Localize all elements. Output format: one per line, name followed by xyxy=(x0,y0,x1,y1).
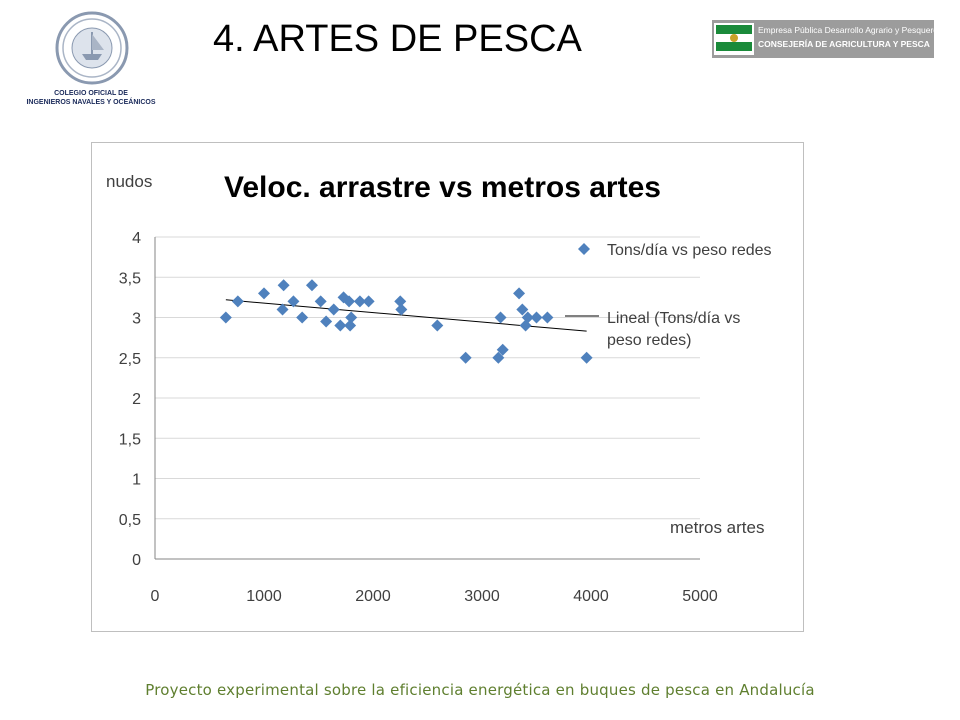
data-point xyxy=(343,295,356,308)
colegio-logo: COLEGIO OFICIAL DE INGENIEROS NAVALES Y … xyxy=(16,8,166,108)
logo-text-line1: COLEGIO OFICIAL DE xyxy=(54,90,128,97)
data-point xyxy=(459,351,472,364)
y-tick-label: 0 xyxy=(132,552,141,569)
data-points xyxy=(219,279,593,364)
data-point xyxy=(344,319,357,332)
x-tick-label: 1000 xyxy=(246,588,282,605)
y-tick-label: 2 xyxy=(132,391,141,408)
x-tick-labels: 0 1000 2000 3000 4000 5000 xyxy=(151,588,718,605)
scatter-chart: Veloc. arrastre vs metros artes nudos me… xyxy=(106,171,772,605)
data-point xyxy=(305,279,318,292)
data-point xyxy=(345,311,358,324)
seal-icon xyxy=(55,11,129,85)
data-point xyxy=(394,295,407,308)
data-point xyxy=(314,295,327,308)
data-point xyxy=(353,295,366,308)
y-tick-label: 1 xyxy=(132,472,141,489)
y-tick-label: 1,5 xyxy=(119,431,141,448)
logo-line2: CONSEJERÍA DE AGRICULTURA Y PESCA xyxy=(758,39,930,49)
data-point xyxy=(395,303,408,316)
data-point xyxy=(219,311,232,324)
data-point xyxy=(231,295,244,308)
legend-series-label: Tons/día vs peso redes xyxy=(607,242,772,259)
data-point xyxy=(580,351,593,364)
x-axis-label: metros artes xyxy=(670,518,764,537)
data-point xyxy=(516,303,529,316)
junta-flag-icon xyxy=(714,23,754,55)
legend-marker-diamond-icon xyxy=(578,243,590,255)
grid-lines xyxy=(154,236,700,560)
data-point xyxy=(530,311,543,324)
data-point xyxy=(258,287,270,300)
data-point xyxy=(334,319,347,332)
y-tick-label: 0,5 xyxy=(119,512,141,529)
data-point xyxy=(362,295,375,308)
data-point xyxy=(276,303,289,316)
logo-line1: Empresa Pública Desarrollo Agrario y Pes… xyxy=(758,25,939,35)
y-tick-label: 3 xyxy=(132,311,141,328)
data-point xyxy=(496,343,509,356)
chart-title: Veloc. arrastre vs metros artes xyxy=(224,171,661,204)
y-tick-label: 3,5 xyxy=(119,270,141,287)
data-point xyxy=(277,279,290,292)
data-point xyxy=(327,303,340,316)
y-tick-labels: 0 0,5 1 1,5 2 2,5 3 3,5 4 xyxy=(119,230,141,569)
x-tick-label: 2000 xyxy=(355,588,391,605)
footer-caption: Proyecto experimental sobre la eficienci… xyxy=(145,681,815,699)
data-point xyxy=(541,311,554,324)
data-point xyxy=(296,311,309,324)
x-tick-label: 0 xyxy=(151,588,160,605)
x-tick-label: 4000 xyxy=(573,588,609,605)
data-point xyxy=(287,295,300,308)
data-point xyxy=(494,311,507,324)
chart-frame: Veloc. arrastre vs metros artes nudos me… xyxy=(91,142,804,632)
data-point xyxy=(492,351,505,364)
x-tick-label: 5000 xyxy=(682,588,718,605)
legend: Tons/día vs peso redes Lineal (Tons/día … xyxy=(565,242,772,349)
slide-title: 4. ARTES DE PESCA xyxy=(213,18,582,60)
y-tick-label: 4 xyxy=(132,230,141,247)
data-point xyxy=(513,287,526,300)
x-tick-label: 3000 xyxy=(464,588,500,605)
y-tick-label: 2,5 xyxy=(119,351,141,368)
legend-trendline-label: Lineal (Tons/día vs peso redes) xyxy=(607,310,740,349)
data-point xyxy=(521,311,534,324)
logo-text-line2: INGENIEROS NAVALES Y OCEÁNICOS xyxy=(26,99,156,106)
y-axis-label: nudos xyxy=(106,172,152,191)
data-point xyxy=(320,315,333,328)
consejeria-logo: Empresa Pública Desarrollo Agrario y Pes… xyxy=(712,20,938,58)
data-point xyxy=(431,319,444,332)
